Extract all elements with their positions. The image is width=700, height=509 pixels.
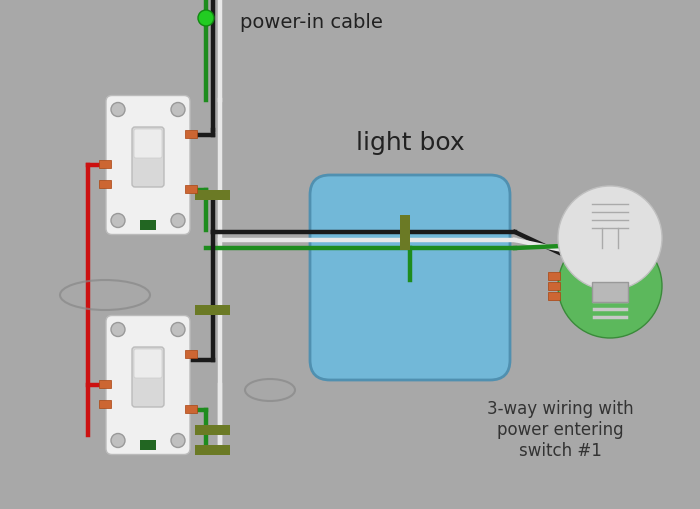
- Circle shape: [111, 102, 125, 117]
- Bar: [195, 425, 230, 435]
- Bar: [195, 445, 230, 455]
- Bar: [185, 405, 197, 413]
- Bar: [99, 380, 111, 388]
- Bar: [185, 185, 197, 193]
- Text: 3-way wiring with
power entering
switch #1: 3-way wiring with power entering switch …: [486, 400, 634, 460]
- FancyBboxPatch shape: [106, 96, 190, 235]
- Bar: [99, 160, 111, 168]
- Bar: [195, 305, 230, 315]
- FancyBboxPatch shape: [134, 129, 162, 158]
- FancyBboxPatch shape: [310, 175, 510, 380]
- Circle shape: [111, 434, 125, 447]
- Circle shape: [198, 10, 214, 26]
- FancyBboxPatch shape: [106, 316, 190, 455]
- Bar: [548, 272, 560, 280]
- Bar: [548, 292, 560, 300]
- Circle shape: [171, 434, 185, 447]
- Bar: [185, 130, 197, 138]
- Bar: [140, 440, 156, 450]
- FancyBboxPatch shape: [132, 347, 164, 407]
- Bar: [185, 350, 197, 358]
- Bar: [548, 282, 560, 290]
- Bar: [400, 215, 410, 250]
- Circle shape: [171, 102, 185, 117]
- Bar: [99, 400, 111, 408]
- Bar: [195, 190, 230, 200]
- Circle shape: [558, 234, 662, 338]
- Text: power-in cable: power-in cable: [240, 13, 383, 32]
- Bar: [140, 220, 156, 230]
- FancyBboxPatch shape: [134, 349, 162, 378]
- Circle shape: [558, 186, 662, 290]
- FancyBboxPatch shape: [132, 127, 164, 187]
- Text: light box: light box: [356, 131, 464, 155]
- Circle shape: [111, 213, 125, 228]
- Bar: [592, 282, 628, 302]
- Bar: [99, 180, 111, 188]
- Circle shape: [111, 323, 125, 336]
- Circle shape: [171, 323, 185, 336]
- Circle shape: [171, 213, 185, 228]
